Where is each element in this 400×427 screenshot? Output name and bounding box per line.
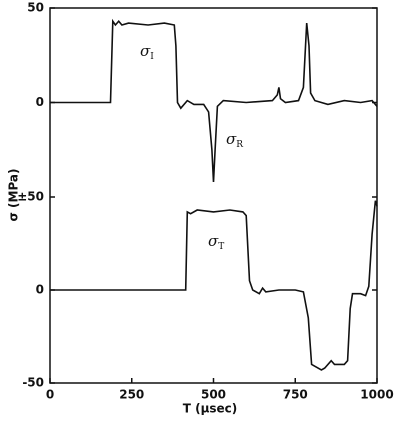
y-tick-label: -50 xyxy=(22,376,44,390)
signal-line xyxy=(50,200,378,371)
annotation-subscript: I xyxy=(150,52,154,62)
annotation: σT xyxy=(208,232,224,252)
x-tick-label: 500 xyxy=(201,388,226,402)
x-tick-label: 750 xyxy=(283,388,308,402)
annotation-subscript: R xyxy=(236,140,243,150)
annotation-symbol: σ xyxy=(208,232,219,250)
y-tick-label: ±50 xyxy=(17,190,44,204)
y-tick-label: 50 xyxy=(27,1,44,15)
x-tick-label: 0 xyxy=(46,388,54,402)
y-tick-label: 0 xyxy=(36,283,44,297)
signal-line xyxy=(50,18,378,182)
plot-frame xyxy=(49,7,378,384)
x-tick-label: 1000 xyxy=(360,388,393,402)
y-tick-label: 0 xyxy=(36,95,44,109)
x-tick-label: 250 xyxy=(119,388,144,402)
annotation-subscript: T xyxy=(218,242,224,252)
annotation-symbol: σ xyxy=(226,130,237,148)
annotation: σI xyxy=(140,42,154,62)
annotation: σR xyxy=(226,130,243,150)
y-axis-label: σ (MPa) xyxy=(7,168,21,221)
annotation-symbol: σ xyxy=(140,42,151,60)
x-axis-label: T (μsec) xyxy=(183,402,238,416)
